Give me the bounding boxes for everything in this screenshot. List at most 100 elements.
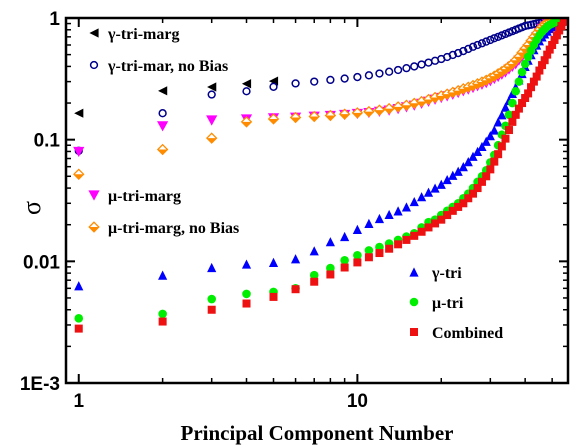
legend-label: Combined	[432, 325, 503, 342]
data-point	[158, 317, 167, 326]
data-point	[504, 126, 513, 135]
data-point	[511, 86, 521, 96]
data-point	[468, 151, 478, 161]
data-point	[309, 246, 319, 256]
data-point	[351, 107, 364, 119]
data-point	[448, 50, 457, 60]
data-point	[490, 34, 499, 43]
data-point	[481, 136, 491, 146]
data-point	[493, 32, 503, 41]
data-point	[353, 72, 362, 82]
x-axis-label: Principal Component Number	[181, 421, 454, 445]
data-point	[364, 253, 373, 262]
data-point	[431, 219, 440, 228]
data-point	[394, 240, 403, 249]
data-point	[291, 79, 300, 88]
data-point	[477, 177, 486, 186]
marker-half-fill	[453, 90, 463, 96]
data-point	[508, 117, 517, 126]
data-point	[485, 131, 495, 141]
marker-half-fill	[442, 94, 452, 99]
data-point	[529, 77, 538, 86]
data-point	[393, 206, 403, 216]
y-tick-label: 0.1	[34, 131, 61, 152]
legend-marker	[89, 60, 99, 70]
data-point	[309, 270, 319, 280]
legend-label: γ-tri-mar, no Bias	[107, 58, 228, 75]
data-point	[453, 166, 463, 176]
data-point	[326, 270, 335, 279]
data-point	[310, 277, 319, 286]
data-point	[424, 58, 433, 67]
marker-half-fill	[423, 99, 434, 105]
data-point	[477, 39, 487, 48]
data-point	[497, 142, 506, 151]
marker-half-fill	[436, 95, 447, 101]
legend: γ-tri-marg γ-tri-mar, no Bias μ-tri-marg μ-…	[88, 26, 503, 342]
data-point	[206, 115, 218, 126]
data-point	[454, 48, 463, 58]
data-point	[459, 46, 468, 56]
data-point	[443, 211, 452, 220]
data-point	[493, 117, 503, 127]
plot-frame	[64, 16, 570, 385]
marker-half-fill	[241, 121, 252, 127]
data-point	[242, 299, 251, 308]
data-point	[207, 262, 217, 273]
marker-half-fill	[268, 118, 279, 124]
data-point	[472, 146, 483, 157]
marker-half-fill	[384, 108, 394, 114]
marker-half-fill	[401, 105, 412, 110]
data-point	[500, 102, 511, 112]
data-point	[364, 246, 374, 255]
legend-marker	[89, 28, 99, 38]
data-point	[73, 146, 85, 158]
legend-marker	[410, 328, 418, 336]
marker-half-fill	[507, 63, 518, 69]
marker-half-fill	[206, 138, 217, 143]
data-point	[409, 196, 419, 207]
data-point	[267, 113, 280, 125]
data-point	[464, 194, 473, 203]
data-point	[454, 202, 463, 211]
data-point	[269, 292, 278, 301]
marker-half-fill	[517, 52, 527, 58]
data-point	[205, 132, 218, 144]
data-point	[401, 202, 412, 212]
data-point	[561, 18, 568, 22]
axis-ticks: 1 0.1 0.01 1E-3 1 10	[20, 9, 568, 412]
data-point	[524, 89, 533, 98]
data-point	[540, 56, 549, 65]
x-tick-label: 1	[73, 391, 84, 412]
data-point	[442, 174, 452, 185]
data-point	[393, 65, 403, 75]
data-point	[486, 35, 495, 45]
data-point	[289, 111, 302, 124]
data-point	[207, 82, 217, 92]
data-point	[535, 66, 544, 75]
data-point	[158, 86, 168, 96]
data-point	[310, 77, 319, 86]
data-point	[375, 249, 384, 258]
y-tick-label: 1E-3	[20, 374, 60, 395]
data-point	[543, 50, 552, 59]
legend-label: γ-tri-marg	[107, 26, 179, 43]
data-point	[385, 244, 394, 253]
marker-half-fill	[73, 174, 84, 180]
data-point	[504, 110, 514, 120]
data-point	[508, 98, 517, 108]
data-point	[552, 31, 561, 40]
data-point	[448, 170, 458, 180]
data-point	[207, 90, 216, 99]
data-point	[340, 231, 350, 242]
data-point	[494, 150, 503, 159]
data-point	[375, 69, 384, 78]
series-0	[74, 76, 279, 118]
data-point	[482, 37, 491, 46]
legend-marker	[88, 221, 100, 233]
data-point	[521, 94, 530, 103]
marker-half-fill	[364, 111, 374, 117]
data-point	[545, 45, 554, 54]
marker-half-fill	[157, 149, 168, 155]
